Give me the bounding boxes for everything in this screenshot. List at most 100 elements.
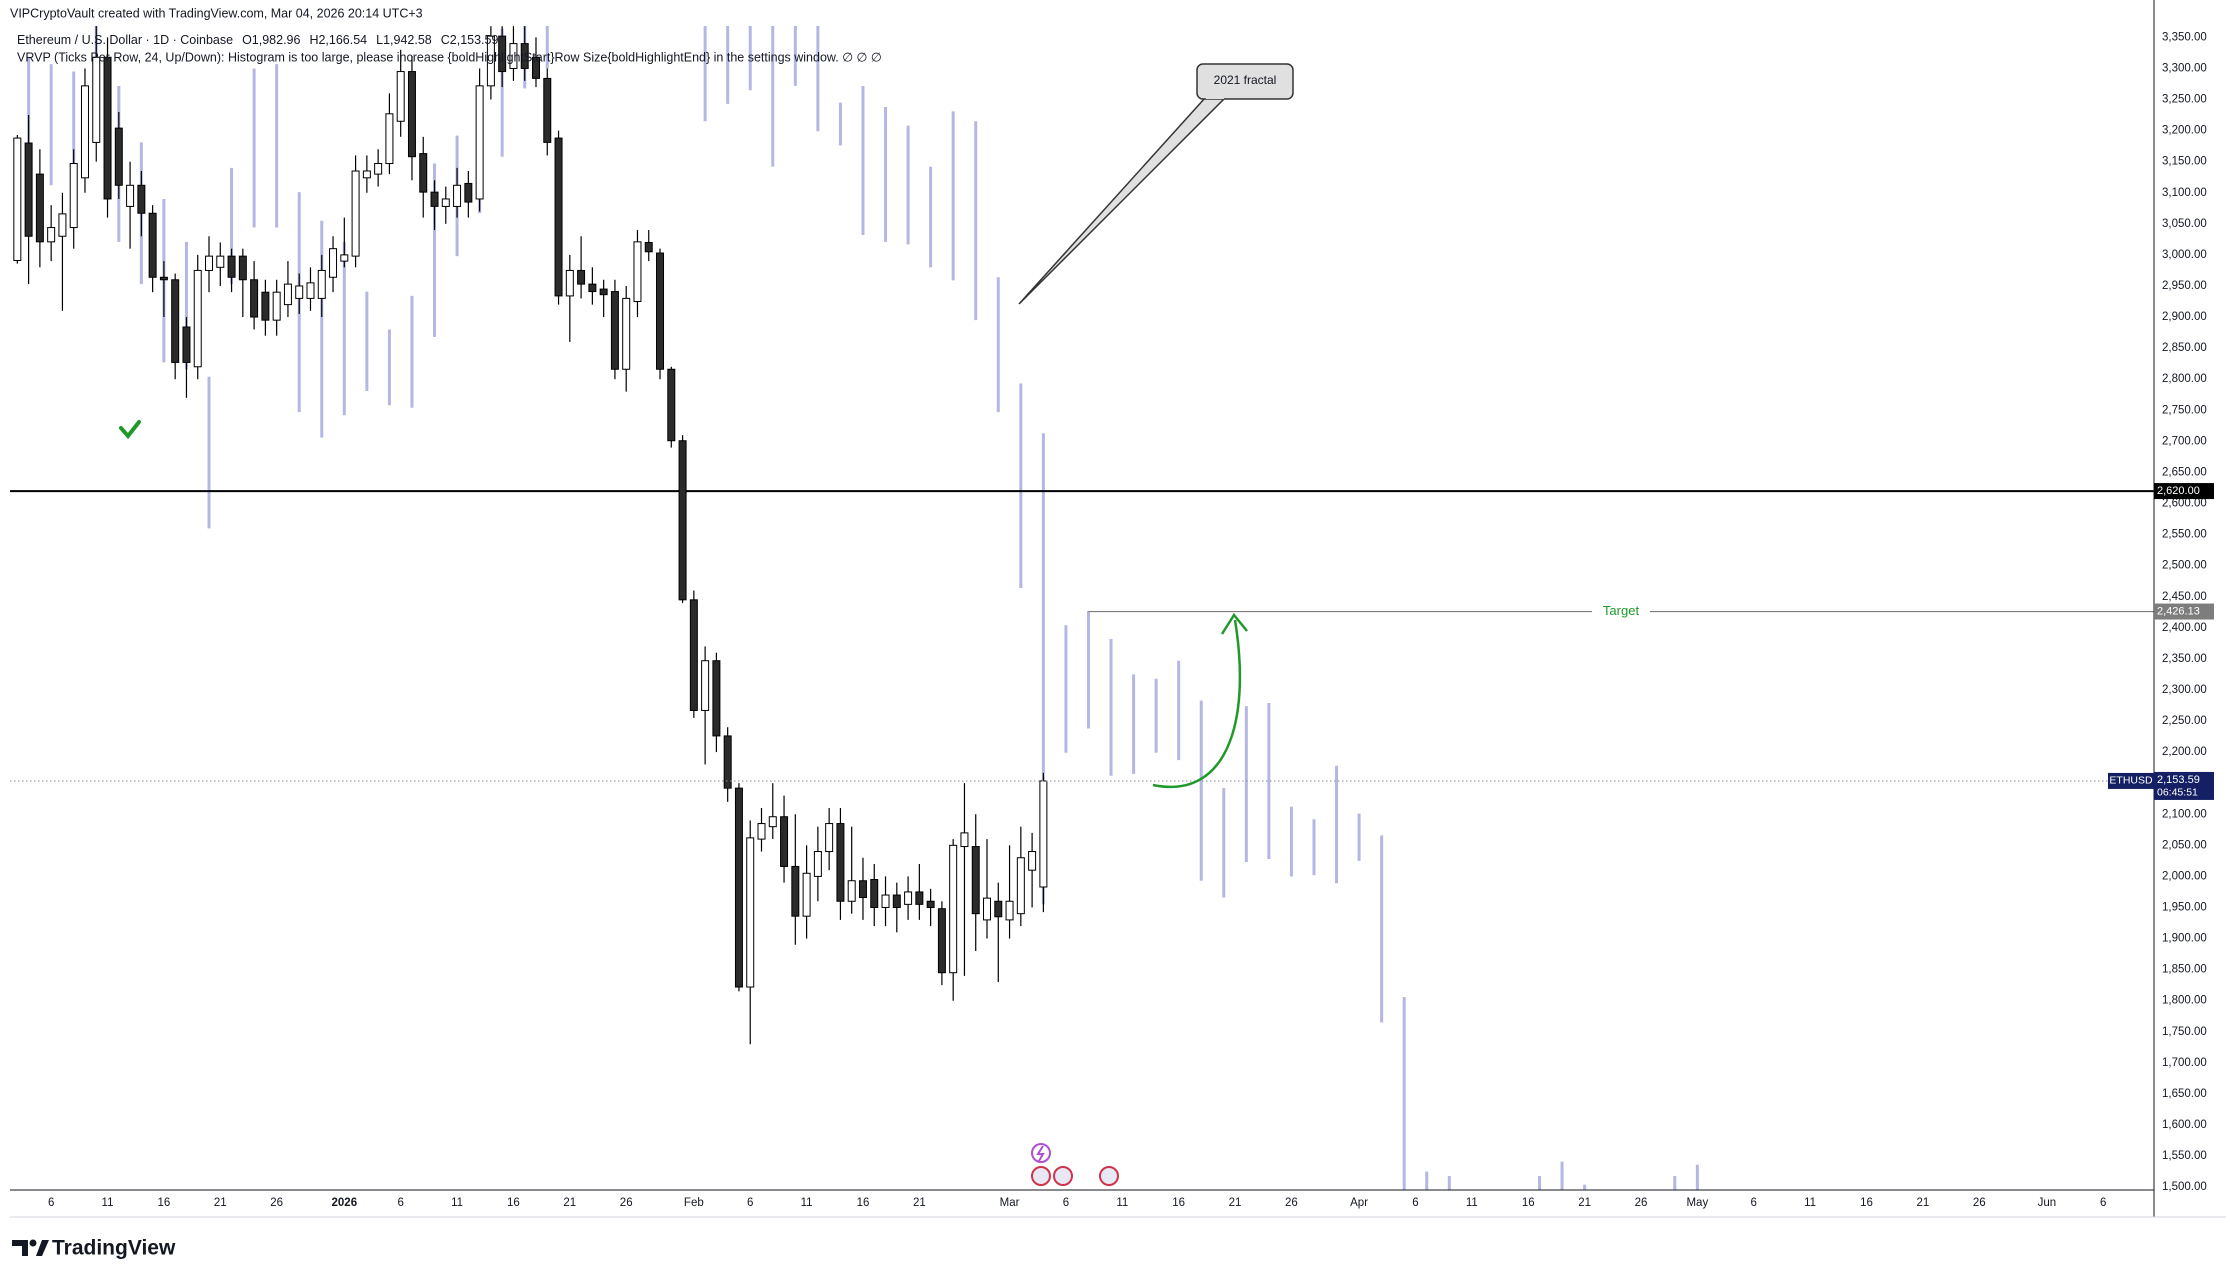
economic-event-icon[interactable] [1053,1166,1073,1186]
y-tick-label: 2,900.00 [2162,311,2207,323]
x-tick-label: Mar [1000,1197,1020,1209]
candle-body [148,212,157,278]
candle-body [802,872,811,917]
candle-body [926,900,935,908]
x-tick-label: 21 [563,1197,576,1209]
candle-body [69,163,78,229]
symbol-badge [2108,772,2154,789]
y-tick-label: 2,000.00 [2162,870,2207,882]
x-tick-label: 6 [48,1197,54,1209]
y-tick-label: 2,650.00 [2162,466,2207,478]
candle-body [1039,780,1048,888]
y-tick-label: 2,400.00 [2162,622,2207,634]
candle-body [768,816,777,828]
candle-body [520,43,529,69]
x-tick-label: 16 [507,1197,520,1209]
x-tick-label: 2026 [332,1197,358,1209]
x-tick-label: 16 [1522,1197,1535,1209]
economic-event-icon[interactable] [1031,1166,1051,1186]
x-tick-label: 16 [1860,1197,1873,1209]
x-tick-label: 11 [1804,1197,1816,1209]
y-tick-label: 3,350.00 [2162,31,2207,43]
candle-body [92,56,101,143]
candle-body [994,900,1003,918]
x-tick-label: 16 [1172,1197,1185,1209]
candle-body [35,173,44,243]
y-tick-label: 2,700.00 [2162,435,2207,447]
economic-event-icon[interactable] [1099,1166,1119,1186]
target-arrowhead [1220,612,1248,635]
candle-body [531,56,540,79]
candle-body [216,255,225,268]
candle-body [362,170,371,179]
x-tick-label: 21 [1916,1197,1929,1209]
candle-body [182,326,191,363]
candle-body [283,283,292,306]
candle-body [723,735,732,789]
price-badge [2154,603,2214,620]
legend-line: Ethereum / U.S. Dollar · 1D · Coinbase O1… [17,33,498,47]
logo: TradingView [12,1237,176,1260]
y-tick-label: 1,600.00 [2162,1119,2207,1131]
candle-body [971,846,980,915]
x-tick-label: Feb [684,1197,704,1209]
symbol-badge-label: ETHUSD [2109,775,2153,787]
x-tick-label: 6 [397,1197,403,1209]
y-tick-label: 2,500.00 [2162,560,2207,572]
candle-body [374,163,383,175]
candle-body [565,269,574,297]
candle-body [813,851,822,877]
y-tick-label: 2,250.00 [2162,715,2207,727]
candle-body [295,285,304,299]
y-tick-label: 3,250.00 [2162,94,2207,106]
candle-body [498,35,507,73]
y-tick-label: 3,000.00 [2162,249,2207,261]
candle-body [701,660,710,711]
last-price-badge [2154,771,2214,800]
candle-body [746,837,755,988]
price-badge-label: 2,620.00 [2157,485,2200,497]
candle-body [317,269,326,299]
x-tick-label: 16 [158,1197,171,1209]
candle-body [137,184,146,214]
x-tick-label: 21 [913,1197,926,1209]
x-tick-label: 21 [1229,1197,1242,1209]
x-tick-label: 11 [1466,1197,1478,1209]
y-tick-label: 2,450.00 [2162,591,2207,603]
attribution: VIPCryptoVault created with TradingView.… [10,6,423,20]
y-tick-label: 2,350.00 [2162,653,2207,665]
y-tick-label: 2,050.00 [2162,839,2207,851]
x-tick-label: 6 [1412,1197,1418,1209]
candle-body [47,227,56,243]
logo-dot [29,1239,37,1247]
candle-body [644,241,653,253]
x-tick-label: 26 [1285,1197,1298,1209]
candle-body [983,897,992,921]
candle-body [227,255,236,278]
y-tick-label: 2,950.00 [2162,280,2207,292]
low-value: L1,942.58 [376,33,432,47]
candle-body [24,142,33,237]
candle-body [103,56,112,200]
candle-body [1005,900,1014,921]
candle-body [858,880,867,899]
candle-body [272,291,281,321]
candle-body [960,832,969,848]
candle-body [486,35,495,87]
candle-body [870,879,879,908]
candle-body [396,71,405,122]
candle-body [475,85,484,200]
event-icon-bolt [1036,1145,1045,1162]
candle-body [656,252,665,370]
candle-body [159,276,168,281]
x-tick-label: 6 [1063,1197,1069,1209]
x-tick-label: 26 [620,1197,633,1209]
y-tick-label: 1,950.00 [2162,901,2207,913]
candle-body [904,891,913,905]
x-tick-label: 16 [857,1197,870,1209]
y-tick-label: 1,850.00 [2162,964,2207,976]
target-label-bg [1592,602,1650,621]
candle-body [250,279,259,318]
